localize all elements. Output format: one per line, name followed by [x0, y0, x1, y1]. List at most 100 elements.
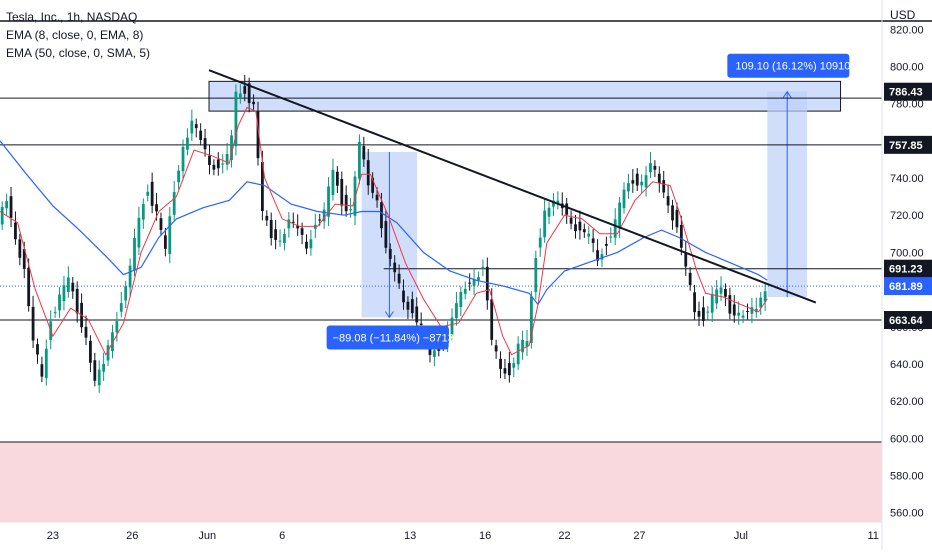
candle-body	[657, 173, 661, 184]
candle-body	[221, 163, 225, 165]
candle-body	[490, 299, 494, 340]
candle-body	[115, 321, 119, 333]
measure-up-label-bg	[727, 53, 850, 78]
candle-body	[234, 91, 238, 147]
measure-up-arrowhead	[782, 90, 792, 98]
candle-body	[190, 120, 194, 134]
candle-body	[53, 312, 57, 314]
candle-body	[44, 348, 48, 379]
candle-body	[393, 262, 397, 273]
price-level-label-bg	[884, 135, 932, 154]
candle-body	[366, 160, 370, 186]
candle-body	[278, 240, 282, 242]
candle-body	[0, 206, 4, 225]
candle-body	[137, 217, 141, 248]
candle-body	[362, 146, 366, 160]
candle-body	[507, 363, 511, 376]
price-level-label-text: 757.85	[889, 140, 923, 152]
candle-body	[146, 191, 150, 196]
candle-body	[684, 252, 688, 267]
candle-body	[58, 294, 61, 311]
candle-body	[141, 203, 145, 220]
candle-body	[719, 287, 723, 294]
candle-body	[759, 297, 763, 308]
x-tick-label: 23	[47, 530, 59, 542]
candle-body	[455, 303, 458, 319]
candle-body	[331, 169, 335, 195]
candle-body	[763, 291, 767, 302]
candle-body	[296, 225, 300, 229]
candle-body	[653, 165, 657, 170]
candle-body	[111, 332, 114, 351]
candle-body	[66, 277, 70, 293]
candle-body	[225, 153, 229, 165]
candle-body	[31, 306, 35, 341]
candle-body	[269, 219, 273, 239]
candle-body	[212, 164, 216, 170]
price-level-label: 757.85	[884, 135, 932, 154]
candle-body	[481, 266, 485, 269]
candle-body	[18, 239, 22, 258]
measure-up-label-text: 109.10 (16.12%) 10910	[735, 61, 850, 73]
candle-body	[84, 326, 88, 338]
candle-body	[397, 273, 401, 284]
candle-body	[102, 363, 106, 372]
candle-body	[552, 200, 555, 207]
candle-body	[194, 124, 198, 129]
candle-body	[402, 290, 405, 303]
support-zone	[0, 442, 882, 522]
candle-body	[525, 341, 529, 347]
y-tick-label: 580.00	[890, 471, 924, 483]
candle-body	[472, 279, 476, 286]
candle-body	[671, 205, 674, 221]
candle-body	[627, 183, 630, 192]
candle-body	[406, 301, 410, 310]
candle-body	[14, 222, 17, 240]
candle-body	[512, 363, 516, 368]
candle-body	[335, 171, 339, 186]
candle-body	[494, 345, 498, 352]
candle-body	[340, 179, 344, 206]
price-level-label: 786.43	[884, 82, 932, 101]
candle-body	[358, 141, 361, 179]
candle-body	[741, 315, 745, 318]
candle-body	[485, 266, 489, 301]
candle-body	[649, 163, 652, 173]
indicator-ema-slow-label: EMA (50, close, 0, SMA, 5)	[6, 46, 151, 60]
y-tick-label: 620.00	[890, 396, 924, 408]
candle-body	[724, 289, 727, 297]
y-tick-label: 740.00	[890, 173, 924, 185]
candle-body	[644, 175, 648, 188]
candle-body	[600, 254, 604, 260]
candle-body	[662, 180, 666, 193]
candle-body	[384, 221, 388, 248]
measure-up-label: 109.10 (16.12%) 10910	[727, 53, 850, 78]
x-tick-label: 26	[126, 530, 138, 542]
candle-body	[287, 219, 291, 229]
candle-body	[415, 306, 419, 323]
candle-body	[22, 249, 26, 269]
candle-body	[622, 189, 626, 209]
x-tick-label: 13	[404, 530, 416, 542]
candle-body	[344, 194, 348, 212]
candle-body	[177, 170, 181, 183]
candle-body	[701, 307, 705, 321]
candle-body	[119, 303, 123, 312]
candle-body	[750, 307, 754, 314]
candle-body	[728, 295, 732, 314]
candle-body	[89, 340, 92, 363]
candle-body	[322, 209, 326, 222]
candle-body	[5, 201, 9, 209]
candle-body	[265, 215, 269, 221]
y-tick-label: 820.00	[890, 24, 924, 36]
candle-body	[155, 204, 158, 212]
candle-body	[635, 173, 639, 186]
indicator-ema-fast-label: EMA (8, close, 0, EMA, 8)	[6, 28, 144, 42]
candle-body	[349, 209, 352, 211]
candle-body	[283, 234, 286, 243]
candle-body	[578, 221, 582, 231]
candle-body	[27, 267, 31, 307]
x-tick-label: 6	[279, 530, 285, 542]
candle-body	[208, 155, 211, 166]
